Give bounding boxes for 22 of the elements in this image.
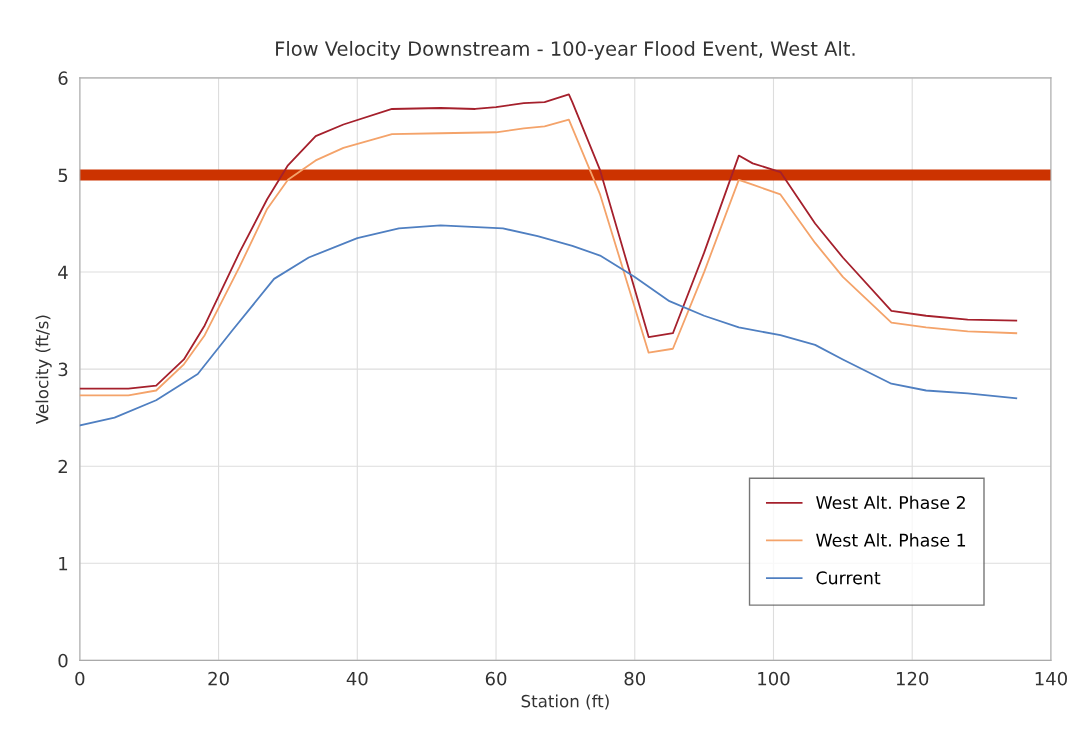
- y-tick-label: 4: [58, 265, 68, 279]
- x-tick-label: 0: [75, 671, 85, 686]
- line-series: [79, 224, 1018, 427]
- y-tick-label: 1: [59, 557, 68, 571]
- x-tick-label: 120: [896, 671, 929, 686]
- y-tick-label: 5: [58, 168, 68, 183]
- y-tick-label: 6: [58, 71, 68, 86]
- x-tick-label: 60: [485, 671, 507, 686]
- legend-label: West Alt. Phase 2: [816, 495, 965, 510]
- y-tick-label: 2: [58, 459, 67, 474]
- x-tick-label: 100: [758, 671, 790, 686]
- x-tick-label: 20: [208, 671, 229, 686]
- legend-label: Current: [816, 571, 881, 585]
- x-tick-label: 80: [624, 671, 646, 686]
- x-tick-label: 40: [346, 671, 368, 686]
- y-tick-label: 0: [58, 653, 68, 668]
- x-axis-title: Station (ft): [521, 694, 609, 710]
- legend-label: West Alt. Phase 1: [816, 533, 966, 547]
- y-tick-label: 3: [58, 362, 68, 377]
- x-tick-label: 140: [1035, 671, 1067, 686]
- y-axis-title: Velocity (ft/s): [35, 315, 52, 425]
- chart-title: Flow Velocity Downstream - 100-year Flood Event, West Alt.: [276, 40, 855, 60]
